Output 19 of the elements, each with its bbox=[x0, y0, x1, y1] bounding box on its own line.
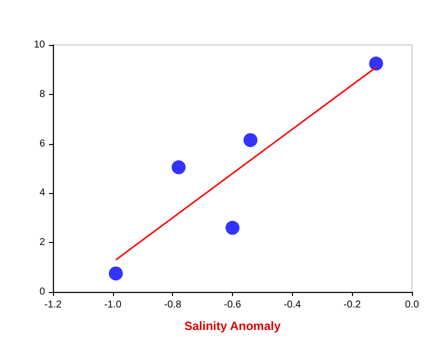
point bbox=[172, 160, 186, 174]
point bbox=[243, 133, 258, 148]
y-tick-label: 8 bbox=[39, 88, 46, 100]
point bbox=[226, 220, 240, 235]
x-tick-label: -0.2 bbox=[344, 300, 362, 310]
y-tick-label: 2 bbox=[39, 237, 46, 248]
y-tick-label: 0 bbox=[39, 286, 46, 298]
x-axis-title: Salinity Anomaly bbox=[184, 319, 281, 333]
point bbox=[108, 266, 123, 280]
x-tick-label: -1.2 bbox=[44, 300, 62, 310]
x-tick-label: -0.4 bbox=[284, 300, 302, 310]
x-tick-label: -0.6 bbox=[224, 300, 242, 310]
y-tick-label: 4 bbox=[39, 188, 46, 199]
x-tick-label: -1.0 bbox=[104, 300, 122, 310]
x-tick-label: 0.0 bbox=[405, 300, 420, 310]
point bbox=[369, 56, 384, 71]
y-tick-label: 10 bbox=[34, 40, 46, 50]
x-tick-label: -0.8 bbox=[164, 300, 182, 310]
y-tick-label: 6 bbox=[39, 138, 46, 150]
